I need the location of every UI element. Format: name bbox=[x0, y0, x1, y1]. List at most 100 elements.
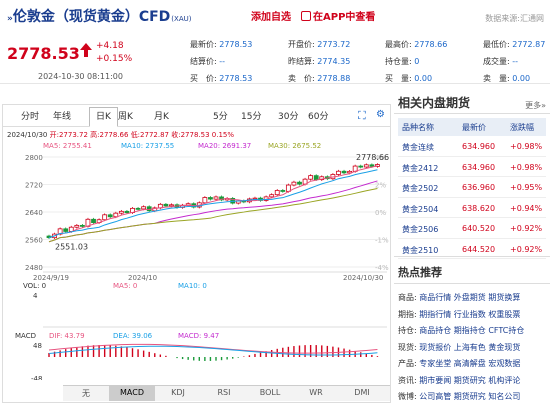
tab-indicator[interactable]: BOLL bbox=[259, 388, 281, 397]
hot-line[interactable]: 产品: 专家坐堂 高清解盘 宏观数据 bbox=[398, 358, 520, 369]
table-row[interactable]: 黄金2506 640.520 +0.92% bbox=[398, 218, 546, 239]
cell-price: 636.960 bbox=[462, 183, 496, 192]
candle bbox=[208, 197, 213, 200]
hot-line[interactable]: 商品: 商品行情 外盘期货 期货换算 bbox=[398, 292, 520, 303]
futures-table: 品种名称 最新价 涨跌幅 黄金连续 634.960 +0.98% 黄金2412 634.960… bbox=[398, 118, 546, 259]
macd-dea-label: DEA: 39.06 bbox=[113, 332, 153, 340]
kline-chart[interactable]: 2800 2720 2640 2560 2480 4% 2% 0% -1% -4% 2778.66 2… bbox=[3, 105, 390, 380]
hot-links[interactable]: 专家坐堂 高清解盘 宏观数据 bbox=[419, 359, 521, 368]
tab-period[interactable]: 5分 bbox=[213, 112, 228, 122]
y-tick-label: 2560 bbox=[25, 237, 43, 245]
hot-links[interactable]: 现货报价 上海有色 黄金现货 bbox=[419, 342, 521, 352]
quote-cell-value: 0 bbox=[414, 57, 420, 66]
ohlc-info: 2024/10/30 开:2773.72 高:2778.66 低:2772.87… bbox=[7, 130, 234, 140]
table-row[interactable]: 黄金连续 634.960 +0.98% bbox=[398, 136, 546, 157]
open-in-app-button[interactable]: 在APP中查看 bbox=[301, 8, 375, 23]
add-watchlist-button[interactable]: 添加自选 bbox=[251, 8, 291, 23]
info-close: 收:2778.53 bbox=[171, 131, 210, 139]
quote-cell-value: -- bbox=[512, 57, 519, 66]
hot-line[interactable]: 期指: 期指行情 行业指数 权重股票 bbox=[398, 309, 520, 320]
candle bbox=[375, 164, 380, 167]
candle bbox=[57, 228, 63, 235]
hot-links[interactable]: 商品持仓 期指持仓 CFTC持仓 bbox=[419, 326, 525, 335]
quote-cell-value: 2773.72 bbox=[317, 40, 351, 49]
hot-line[interactable]: 资讯: 期市要闻 期货研究 机构评论 bbox=[398, 375, 520, 386]
tab-period[interactable]: 年线 bbox=[53, 112, 72, 122]
quote-cell-label: 卖 量: bbox=[483, 74, 510, 83]
hot-links[interactable]: 商品行情 外盘期货 期货换算 bbox=[419, 293, 521, 302]
candle bbox=[63, 228, 69, 232]
x-tick-label: 2024/10/30 bbox=[343, 274, 383, 282]
candle bbox=[269, 194, 275, 198]
hot-key: 持仓: bbox=[398, 326, 417, 335]
quote-cell: 最低价: 2772.87 bbox=[483, 39, 545, 50]
tab-period[interactable]: 15分 bbox=[241, 112, 262, 122]
table-row[interactable]: 黄金2504 638.620 +0.94% bbox=[398, 198, 546, 218]
ma-legend: MA10: 2737.55 bbox=[121, 142, 175, 150]
tab-indicator[interactable]: MACD bbox=[109, 386, 155, 401]
y-tick-label: 2480 bbox=[25, 264, 43, 272]
symbol-code: (XAU) bbox=[171, 15, 192, 23]
title-arrow-icon: » bbox=[7, 14, 13, 24]
table-row[interactable]: 黄金2502 636.960 +0.95% bbox=[398, 177, 546, 198]
tab-period[interactable]: 周K bbox=[118, 112, 133, 122]
candle bbox=[169, 204, 174, 207]
info-high: 高:2778.66 bbox=[90, 131, 129, 139]
hot-links[interactable]: 期市要闻 期货研究 机构评论 bbox=[419, 375, 521, 385]
hot-line[interactable]: 微博: 公司高管 期货研究 知名公司 bbox=[398, 391, 520, 402]
hot-line[interactable]: 现货: 现货报价 上海有色 黄金现货 bbox=[398, 342, 520, 353]
tab-indicator[interactable]: KDJ bbox=[171, 388, 185, 397]
y-tick-label: 2640 bbox=[25, 209, 43, 217]
candle bbox=[74, 224, 80, 228]
candle bbox=[308, 175, 314, 180]
column-header: 最新价 bbox=[462, 123, 486, 132]
hot-links[interactable]: 公司高管 期货研究 知名公司 bbox=[419, 392, 521, 401]
quote-panel: 2778.53 +4.18 +0.15% 2024-10-30 08:11:00… bbox=[0, 36, 550, 84]
macd-dif-label: DIF: 43.79 bbox=[49, 332, 85, 340]
candle bbox=[336, 170, 341, 175]
tab-period[interactable]: 分时 bbox=[21, 112, 40, 122]
ma-legend: MA30: 2675.52 bbox=[268, 142, 322, 150]
dea-line bbox=[48, 345, 378, 356]
cell-pct: +0.95% bbox=[510, 183, 543, 192]
tab-indicator[interactable]: WR bbox=[309, 388, 323, 397]
tab-period[interactable]: 月K bbox=[154, 112, 169, 122]
quote-cell-value: 0.00 bbox=[512, 74, 531, 83]
quote-cell: 最新价: 2778.53 bbox=[190, 39, 252, 50]
max-price-label: 2778.66 bbox=[356, 153, 389, 162]
tab-period[interactable]: 日K bbox=[89, 107, 118, 127]
info-pct: 0.15% bbox=[211, 131, 235, 139]
cell-price: 644.520 bbox=[462, 244, 496, 254]
quote-cell: 结算价: -- bbox=[190, 56, 225, 67]
tab-indicator[interactable]: 无 bbox=[82, 389, 90, 398]
fullscreen-icon[interactable]: ⛶ bbox=[358, 109, 366, 122]
candle bbox=[80, 224, 85, 227]
table-row[interactable]: 黄金2510 644.520 +0.92% bbox=[398, 239, 546, 259]
settings-icon[interactable]: ⚙ bbox=[376, 109, 385, 120]
candle bbox=[313, 175, 319, 181]
ma-line bbox=[48, 180, 378, 243]
quote-cell-label: 昨结算: bbox=[288, 57, 315, 66]
macd-upper-label: 48 bbox=[33, 342, 42, 350]
quote-cell-value: 2772.87 bbox=[512, 40, 546, 49]
table-row[interactable]: 黄金2412 634.960 +0.98% bbox=[398, 157, 546, 177]
page-title: »伦敦金（现货黄金）CFD(XAU) bbox=[7, 6, 191, 26]
tab-period[interactable]: 30分 bbox=[278, 112, 299, 122]
hot-links[interactable]: 期指行情 行业指数 权重股票 bbox=[419, 309, 521, 319]
candle bbox=[274, 190, 280, 196]
dif-line bbox=[48, 343, 378, 354]
tab-indicator[interactable]: RSI bbox=[217, 388, 231, 397]
column-header: 品种名称 bbox=[402, 123, 434, 132]
quote-cell-label: 最低价: bbox=[483, 40, 510, 49]
hot-line[interactable]: 持仓: 商品持仓 期指持仓 CFTC持仓 bbox=[398, 325, 524, 336]
quote-cell: 卖 量: 0.00 bbox=[483, 73, 530, 84]
table-header: 品种名称 最新价 涨跌幅 bbox=[398, 118, 546, 136]
more-link[interactable]: 更多» bbox=[525, 101, 546, 110]
tab-period[interactable]: 60分 bbox=[308, 112, 329, 122]
quote-cell: 持仓量: 0 bbox=[385, 56, 419, 67]
candle bbox=[202, 197, 208, 204]
tab-indicator[interactable]: DMI bbox=[354, 388, 370, 397]
cell-price: 638.620 bbox=[462, 203, 496, 213]
cell-pct: +0.92% bbox=[510, 244, 543, 254]
candle bbox=[347, 170, 353, 174]
